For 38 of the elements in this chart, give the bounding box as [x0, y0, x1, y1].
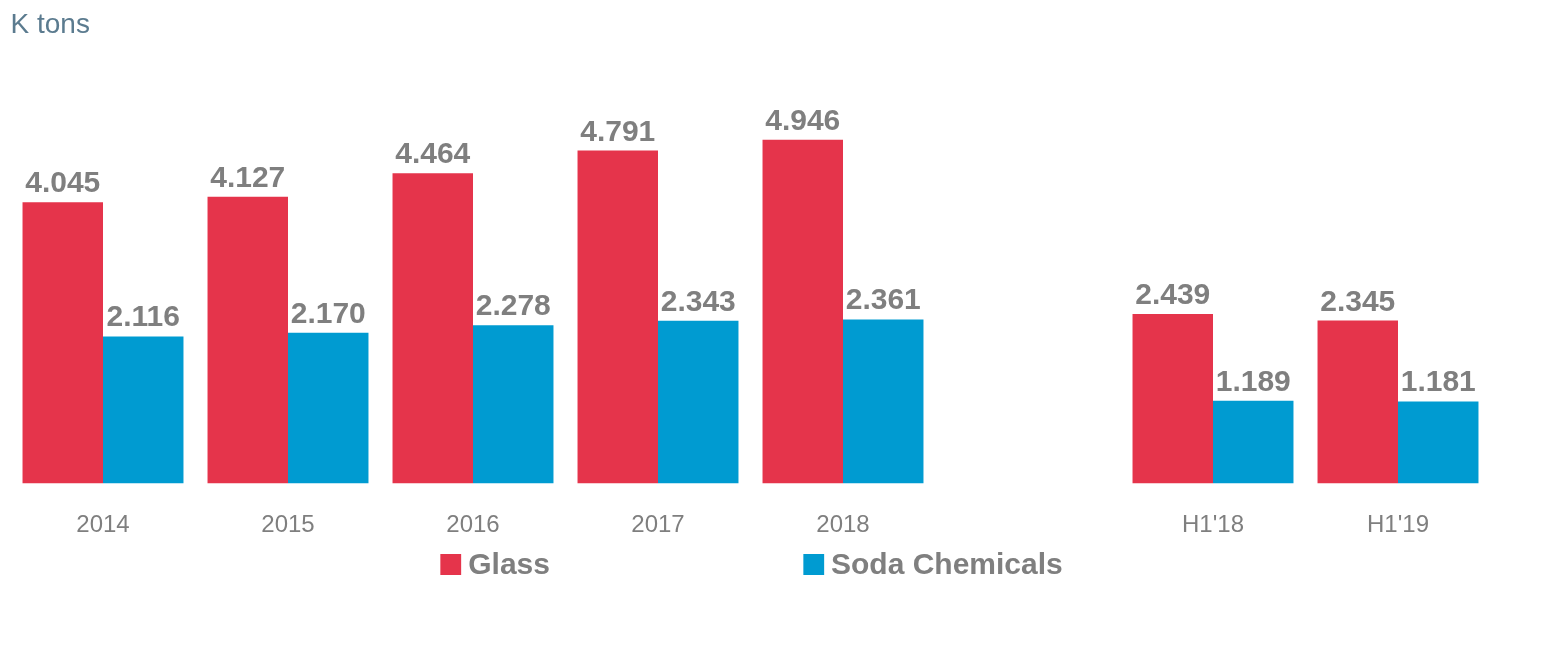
data-label: 4.045 [25, 165, 101, 199]
data-label: 4.464 [395, 136, 471, 170]
x-tick-label: H1'18 [1182, 509, 1244, 537]
bar [577, 150, 658, 484]
bar [843, 319, 924, 484]
x-tick-label: H1'19 [1367, 509, 1429, 537]
bar [392, 173, 473, 484]
data-label: 2.361 [845, 282, 921, 316]
x-tick-label: 2016 [446, 509, 500, 537]
x-tick-label: 2015 [261, 509, 315, 537]
data-label: 4.946 [765, 102, 841, 136]
data-label: 4.791 [580, 113, 656, 147]
data-label: 2.343 [660, 283, 736, 317]
bar [288, 332, 369, 484]
x-tick-label: 2018 [816, 509, 870, 537]
x-tick-label: 2014 [76, 509, 130, 537]
bar [1213, 400, 1294, 484]
data-label: 1.189 [1215, 363, 1291, 397]
chart-title: K tons [10, 7, 90, 39]
bar [658, 320, 739, 484]
bar [1132, 313, 1213, 484]
legend-label: Soda Chemicals [830, 547, 1063, 581]
bar [103, 336, 184, 484]
bar [22, 202, 103, 484]
bar [762, 139, 843, 484]
data-label: 1.181 [1400, 364, 1476, 398]
data-label: 2.278 [475, 288, 551, 322]
data-label: 2.345 [1320, 283, 1396, 317]
bar [473, 325, 554, 484]
data-label: 4.127 [210, 159, 286, 193]
bar [207, 196, 288, 484]
data-label: 2.439 [1135, 276, 1211, 310]
data-label: 2.116 [106, 299, 180, 333]
legend-label: Glass [468, 547, 550, 581]
data-label: 2.170 [290, 295, 366, 329]
bar [1398, 401, 1479, 484]
bar [1317, 320, 1398, 484]
x-tick-label: 2017 [631, 509, 685, 537]
